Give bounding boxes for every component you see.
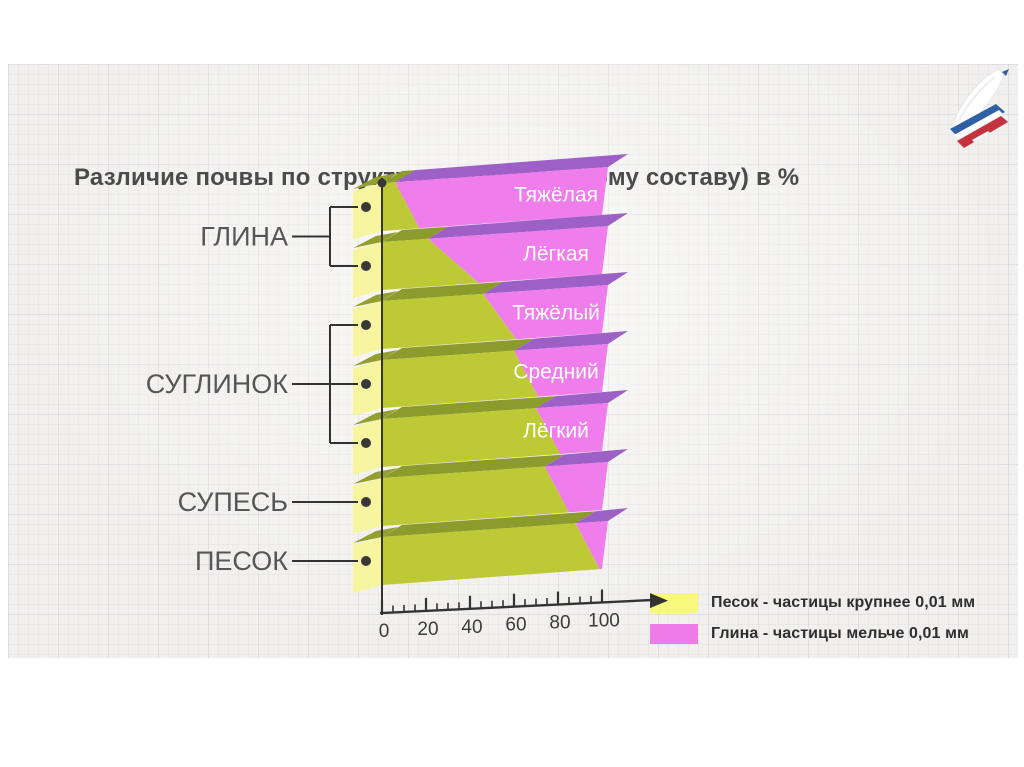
bar-2-sand-front [382,293,517,349]
bar-3-clay-front [514,344,608,397]
bar-5-sand-front [382,466,569,526]
group-1-dot-0 [361,320,371,330]
legend-item-sand: Песок - частицы крупнее 0,01 мм [650,593,975,613]
bar-5-sand-top-face [382,454,565,478]
group-label-3: ПЕСОК [195,546,288,576]
bar-0-label: Тяжёлая [514,184,598,207]
legend-swatch-sand-icon [650,593,698,613]
bar-1-label: Лёгкая [523,243,589,266]
bar-0-clay-top-face [395,154,628,183]
bar-5-clay-top-face [544,449,628,467]
group-0-dot-1 [361,261,371,271]
legend-label-clay: Глина - частицы мельче 0,01 мм [711,625,969,642]
bar-4-cap-top [353,409,398,425]
group-0-dot-0 [361,202,371,212]
logo-leaf [1002,69,1009,76]
legend-label-sand: Песок - частицы крупнее 0,01 мм [711,594,976,611]
x-tick-label-100: 100 [588,610,620,631]
logo-book-red [957,116,1008,148]
bar-2-sand-top-face [382,281,504,301]
bar-6-sand-top-face [382,511,596,537]
x-tick-label-60: 60 [505,615,526,636]
logo-book-pages [954,110,1003,139]
group-2-dot-0 [361,497,371,507]
bar-6-sand-front [382,523,600,585]
bar-1-cap-top [353,232,398,248]
bar-0-clay-front [395,167,608,229]
group-3-dot-0 [361,556,371,566]
bar-4-clay-top-face [536,390,628,409]
x-axis-arrow-icon [650,593,668,609]
bar-5-cap-top [353,468,398,484]
bar-6-cap-top [353,527,398,543]
group-label-0: ГЛИНА [200,222,288,252]
x-tick-label-20: 20 [417,619,438,640]
bar-1-clay-top-face [428,213,628,239]
bar-2-cap-top [353,291,398,307]
bar-0-cap-top [353,173,398,189]
bar-0-sand-front [382,182,420,231]
bar-2-clay-front [483,285,608,340]
bar-1-sand-front [382,238,479,290]
bar-3-label: Средний [513,361,598,384]
bar-1-sand-top-face [382,226,449,242]
bar-4-sand-top-face [382,396,556,419]
chart-legend: Песок - частицы крупнее 0,01 мм Глина - … [650,593,975,644]
group-label-1: СУГЛИНОК [146,369,288,399]
group-1-dot-2 [361,438,371,448]
bar-6-clay-front [575,521,608,570]
bar-2-clay-top-face [483,272,628,294]
axis-top-dot [377,178,387,188]
bar-0-sand-top-face [382,170,416,183]
bar-1-clay-front [428,226,608,283]
logo-book-blue [950,104,1005,138]
bar-3-clay-top-face [514,331,628,351]
bar-3-sand-top-face [382,338,534,360]
bar-4-clay-front [536,403,608,455]
group-1-dot-1 [361,379,371,389]
group-label-2: СУПЕСЬ [178,487,288,517]
x-tick-label-80: 80 [549,613,570,634]
bar-4-label: Лёгкий [523,420,589,443]
legend-swatch-clay-icon [650,624,698,644]
bar-5-clay-front [544,462,608,513]
publisher-logo-icon [950,68,1009,148]
logo-book-detail [972,131,990,142]
bar-4-sand-front [382,408,561,467]
bar-6-clay-top-face [575,508,628,524]
bar-2-label: Тяжёлый [512,302,600,325]
x-tick-label-0: 0 [379,621,390,642]
logo-feather-vein [958,76,996,122]
bar-3-sand-front [382,350,539,408]
legend-item-clay: Глина - частицы мельче 0,01 мм [650,624,975,644]
bar-3-cap-top [353,350,398,366]
x-tick-label-40: 40 [461,617,482,638]
